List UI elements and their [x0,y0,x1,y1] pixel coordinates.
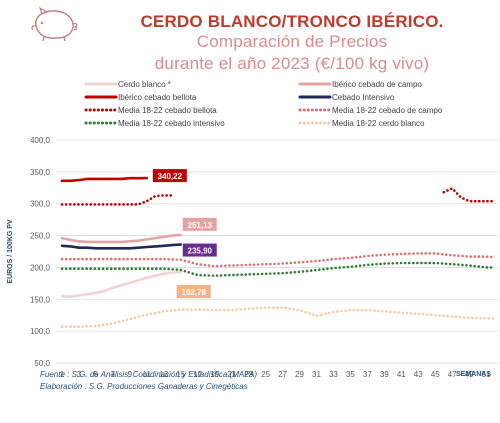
title-main: CERDO BLANCO/TRONCO IBÉRICO. [140,12,444,31]
x-tick-label: 25 [261,370,270,379]
x-tick-label: 11 [143,370,152,379]
legend-item: Cebado Intensivo [298,93,395,102]
x-tick-label: 15 [176,370,185,379]
title-sub-2: durante el año 2023 (€/100 kg vivo) [154,54,430,73]
series-lines [60,176,496,329]
x-tick-label: 19 [210,370,219,379]
x-tick-label: 1 [60,370,65,379]
svg-text:340,22: 340,22 [158,172,183,181]
svg-text:Ibérico cebado bellota: Ibérico cebado bellota [118,93,197,102]
x-tick-label: 43 [414,370,423,379]
legend-item: Cerdo blanco * [84,80,171,89]
x-tick-label: 21 [227,370,236,379]
legend-item: Media 18-22 cebado bellota [84,106,217,115]
y-tick-label: 150,0 [30,295,51,304]
x-tick-label: 9 [128,370,133,379]
data-label: 235,90 [182,243,217,257]
svg-text:Ibérico cebado de campo: Ibérico cebado de campo [332,80,422,89]
svg-text:251,13: 251,13 [188,221,213,230]
x-tick-label: 33 [329,370,338,379]
data-label: 251,13 [182,217,217,231]
x-axis: 1 3 5 7 9 11 13 15 17 19 21 23 25 27 29 31 33 35 37 39 41 43 4… [60,370,491,379]
x-tick-label: 41 [397,370,406,379]
series-line [60,252,496,268]
y-tick-label: 250,0 [30,232,51,241]
x-tick-label: 23 [244,370,253,379]
series-line [60,194,174,206]
x-tick-label: 3 [77,370,82,379]
svg-text:Cerdo blanco *: Cerdo blanco * [118,80,171,89]
x-tick-label: 31 [312,370,321,379]
footer: Fuente : S.G. de Análisis, Coordinación … [40,369,257,393]
x-tick-label: 5 [94,370,99,379]
legend-item: Media 18-22 cerdo blanco [298,119,425,128]
x-tick-label: 35 [346,370,355,379]
x-tick-label: 37 [363,370,372,379]
legend: Cerdo blanco * Ibérico cebado de campo Ibé… [84,80,443,128]
x-tick-label: 51 [482,370,491,379]
x-tick-label: 13 [159,370,168,379]
x-tick-label: 49 [465,370,474,379]
svg-text:192,78: 192,78 [182,288,207,297]
chart-title: CERDO BLANCO/TRONCO IBÉRICO. Comparación… [92,12,492,74]
y-tick-label: 400,0 [30,136,51,145]
series-line [442,186,496,203]
series-line [60,243,183,250]
title-area: CERDO BLANCO/TRONCO IBÉRICO. Comparación… [0,0,500,73]
y-tick-label: 350,0 [30,168,51,177]
y-axis: 50,0 100,0 150,0 200,0 250,0 300,0 350,0 400,0 E… [7,136,51,368]
series-line [60,233,183,244]
svg-text:Media 18-22 cebado de campo: Media 18-22 cebado de campo [332,106,443,115]
svg-text:Media 18-22 cerdo blanco: Media 18-22 cerdo blanco [332,119,425,128]
series-line [60,306,496,329]
y-axis-label: EUROS / 100KG PV [7,219,14,284]
legend-item: Ibérico cebado de campo [298,80,422,89]
y-tick-label: 300,0 [30,200,51,209]
x-tick-label: 27 [278,370,287,379]
series-line [60,270,183,299]
footer-source: Fuente : S.G. de Análisis, Coordinación … [40,370,257,379]
series-line [60,176,149,183]
y-tick-label: 100,0 [30,327,51,336]
legend-item: Ibérico cebado bellota [84,93,197,102]
pig-icon [31,6,78,42]
x-tick-label: 45 [431,370,440,379]
svg-text:Media 18-22 cebado bellota: Media 18-22 cebado bellota [118,106,217,115]
title-sub-1: Comparación de Precios [196,32,388,51]
svg-text:235,90: 235,90 [188,247,213,256]
x-tick-label: 39 [380,370,389,379]
series-line [60,261,496,278]
svg-text:Cebado Intensivo: Cebado Intensivo [332,93,395,102]
legend-item: Media 18-22 cebado intensivo [84,119,225,128]
data-label: 340,22 [152,169,187,183]
y-tick-label: 50,0 [34,359,50,368]
footer-elaboration: Elaboración : S.G. Producciones Ganadera… [40,382,248,391]
x-tick-label: 17 [193,370,202,379]
x-axis-label: SEMANAS [456,371,492,378]
legend-item: Media 18-22 cebado de campo [298,106,443,115]
svg-text:Media 18-22 cebado intensivo: Media 18-22 cebado intensivo [118,119,225,128]
data-label: 192,78 [176,285,211,299]
x-tick-label: 47 [448,370,457,379]
y-tick-label: 200,0 [30,263,51,272]
end-labels: 340,22 251,13 235,90 192,78 [152,169,217,299]
x-tick-label: 7 [111,370,116,379]
x-tick-label: 29 [295,370,304,379]
gridlines [56,139,498,364]
